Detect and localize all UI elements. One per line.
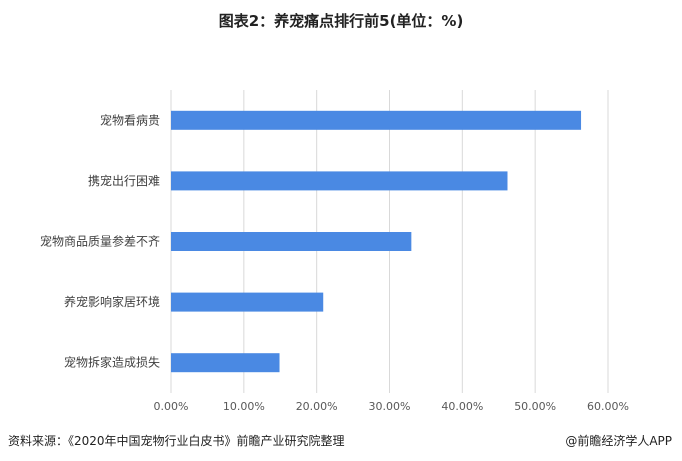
x-tick-label: 20.00% [296, 400, 338, 413]
y-category-label: 宠物商品质量参差不齐 [40, 234, 160, 249]
x-tick-label: 30.00% [369, 400, 411, 413]
x-tick-label: 40.00% [441, 400, 483, 413]
source-note: 资料来源：《2020年中国宠物行业白皮书》前瞻产业研究院整理 [8, 434, 345, 448]
bar [171, 110, 582, 130]
bar [171, 232, 412, 251]
y-category-label: 养宠影响家居环境 [64, 294, 160, 309]
y-category-label: 宠物看病贵 [100, 112, 160, 127]
bar [171, 171, 508, 191]
y-category-label: 宠物拆家造成损失 [64, 355, 160, 370]
bar [171, 353, 280, 373]
x-tick-label: 50.00% [514, 400, 556, 413]
y-category-label: 携宠出行困难 [88, 173, 160, 188]
x-tick-label: 60.00% [587, 400, 629, 413]
x-tick-label: 0.00% [154, 400, 189, 413]
x-tick-label: 10.00% [223, 400, 265, 413]
brand-label: @前瞻经济学人APP [565, 434, 672, 448]
chart-title: 图表2：养宠痛点排行前5(单位：%) [218, 12, 464, 30]
bar [171, 292, 324, 312]
